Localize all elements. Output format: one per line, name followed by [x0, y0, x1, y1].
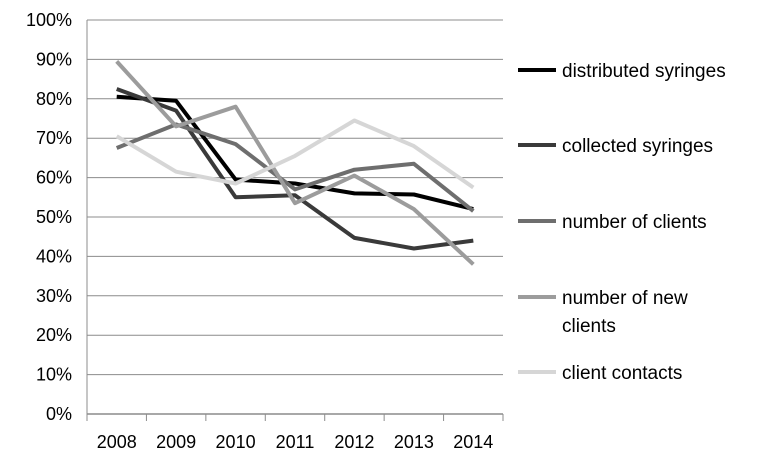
y-tick-label: 40% [36, 246, 72, 266]
legend-label: collected syringes [562, 136, 713, 157]
y-tick-label: 0% [46, 404, 72, 424]
y-tick-label: 20% [36, 325, 72, 345]
x-tick-label: 2008 [97, 432, 137, 452]
x-axis-tick-labels: 2008 2009 2010 2011 2012 2013 2014 [97, 432, 494, 452]
x-tick-label: 2013 [394, 432, 434, 452]
y-tick-label: 100% [26, 10, 72, 30]
x-tick-label: 2014 [453, 432, 493, 452]
series-line-1 [116, 87, 474, 251]
y-tick-label: 10% [36, 365, 72, 385]
y-tick-label: 60% [36, 168, 72, 188]
y-axis-tick-labels: 0% 10% 20% 30% 40% 50% 60% 70% 80% 90% 100% [26, 10, 72, 424]
series-lines [115, 60, 475, 266]
y-tick-label: 90% [36, 49, 72, 69]
x-tick-label: 2009 [156, 432, 196, 452]
y-tick-label: 80% [36, 89, 72, 109]
legend-label: client contacts [562, 363, 682, 384]
series-line-4 [115, 118, 475, 190]
legend-label: number of new clients [562, 288, 688, 337]
y-tick-label: 30% [36, 286, 72, 306]
legend-label: distributed syringes [562, 61, 726, 82]
y-tick-label: 70% [36, 128, 72, 148]
legend: distributed syringes collected syringes nu… [518, 61, 726, 384]
gridlines [86, 19, 504, 421]
series-line-0 [116, 94, 474, 212]
x-tick-label: 2012 [334, 432, 374, 452]
x-tick-label: 2010 [216, 432, 256, 452]
series-line-3 [115, 60, 475, 266]
legend-label: number of clients [562, 212, 707, 233]
x-tick-label: 2011 [276, 432, 315, 452]
y-tick-label: 50% [36, 207, 72, 227]
